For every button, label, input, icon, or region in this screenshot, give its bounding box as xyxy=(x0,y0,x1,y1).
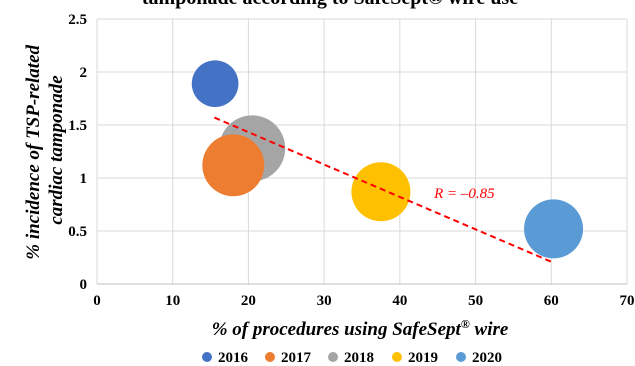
chart-title: tamponade according to SafeSept® wire us… xyxy=(142,0,518,9)
legend-label: 2020 xyxy=(472,350,502,366)
bubble-2016 xyxy=(191,60,239,107)
x-tick-label: 40 xyxy=(392,293,407,309)
x-tick-label: 0 xyxy=(93,293,101,309)
gridlines xyxy=(96,18,628,285)
y-tick-label: 2 xyxy=(80,65,88,81)
y-tick-label: 0.5 xyxy=(68,224,87,240)
tick-labels: 0 0.5 1 1.5 2 2.5 0 10 20 30 40 50 60 70 xyxy=(68,12,634,309)
legend-marker xyxy=(392,352,402,362)
x-tick-label: 10 xyxy=(165,293,180,309)
x-tick-label: 50 xyxy=(468,293,483,309)
legend: 2016 2017 2018 2019 2020 xyxy=(202,350,502,366)
x-axis-title-suffix: wire xyxy=(470,319,509,340)
bubble-2020 xyxy=(524,199,584,259)
x-axis-title-superscript: ® xyxy=(461,317,470,331)
legend-marker xyxy=(202,352,212,362)
y-tick-label: 1.5 xyxy=(68,118,87,134)
legend-item-2017: 2017 xyxy=(265,350,312,366)
legend-label: 2019 xyxy=(408,350,438,366)
x-tick-label: 60 xyxy=(544,293,559,309)
bubble-2017 xyxy=(202,134,265,197)
x-tick-label: 70 xyxy=(620,293,635,309)
trendline-group xyxy=(213,116,552,263)
y-tick-label: 0 xyxy=(80,277,88,293)
legend-item-2018: 2018 xyxy=(328,350,374,366)
trendline xyxy=(213,116,552,263)
legend-item-2016: 2016 xyxy=(202,350,249,366)
legend-marker xyxy=(265,352,275,362)
x-axis-title: % of procedures using SafeSept® wire xyxy=(212,317,509,340)
y-tick-label: 2.5 xyxy=(68,12,87,28)
legend-marker xyxy=(456,352,466,362)
legend-item-2019: 2019 xyxy=(392,350,438,366)
y-axis-title-line-2: cardiac tamponade xyxy=(46,75,67,225)
legend-label: 2018 xyxy=(344,350,374,366)
legend-label: 2017 xyxy=(281,350,312,366)
bubble-2019 xyxy=(351,162,411,222)
y-axis-title-line-1: % incidence of TSP-related xyxy=(23,45,44,260)
x-tick-label: 20 xyxy=(241,293,256,309)
x-axis-title-main: % of procedures using SafeSept xyxy=(212,319,462,340)
legend-marker xyxy=(328,352,338,362)
r-value-annotation: R = –0.85 xyxy=(433,186,495,202)
y-tick-label: 1 xyxy=(80,171,88,187)
y-axis-title: % incidence of TSP-related cardiac tampo… xyxy=(23,40,67,260)
bubbles xyxy=(191,60,584,259)
legend-label: 2016 xyxy=(218,350,249,366)
x-tick-label: 30 xyxy=(317,293,332,309)
legend-item-2020: 2020 xyxy=(456,350,502,366)
